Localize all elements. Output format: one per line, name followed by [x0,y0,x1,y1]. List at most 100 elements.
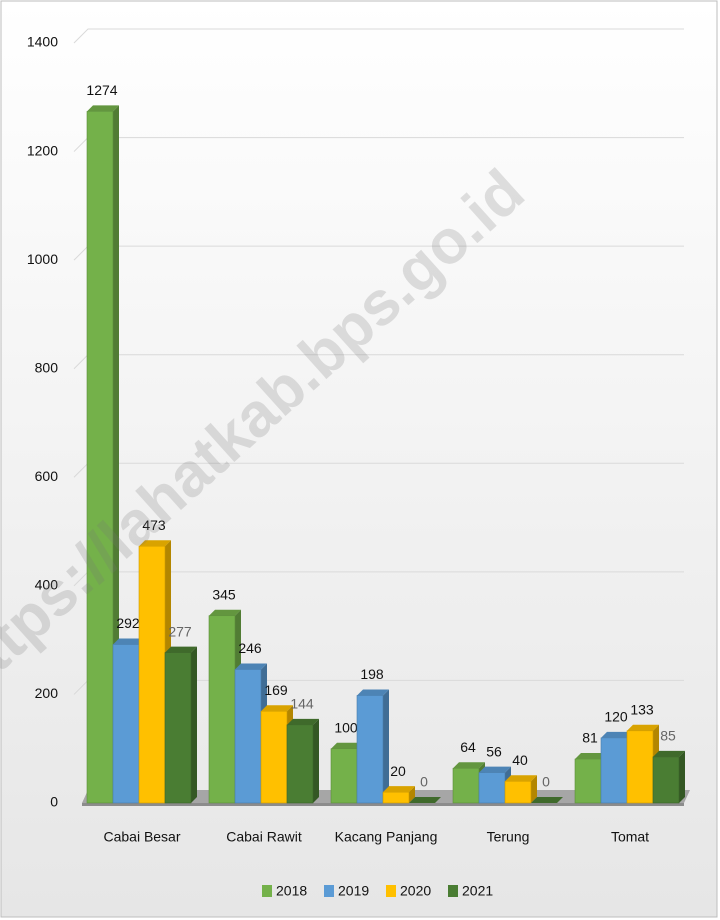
bar-top [575,753,607,760]
value-label: 292 [116,615,140,631]
grid-line [73,28,684,44]
value-label: 1274 [86,82,117,98]
legend-label: 2020 [400,883,431,899]
bar-front [138,545,166,804]
bar-side [679,750,685,803]
bar-side [531,775,537,803]
value-label: 120 [604,709,628,725]
bar-front [600,737,628,804]
bar-top [383,786,415,793]
bar-top [627,724,659,731]
x-tick-label: Tomat [611,829,649,845]
value-label: 85 [660,728,676,744]
value-label: 81 [582,730,598,746]
bar [652,750,685,804]
bar-front [452,767,480,804]
bar-top [261,705,293,712]
bar-top [165,646,197,653]
bar [234,663,267,804]
legend-swatch [448,885,458,897]
value-label: 246 [238,640,262,656]
bar-side [409,786,415,803]
y-tick-label: 1000 [27,251,58,267]
bar-top [357,689,389,696]
legend-swatch [386,885,396,897]
value-label: 144 [290,696,314,712]
bar-front [234,669,262,804]
x-tick-label: Cabai Rawit [226,829,302,845]
value-label: 345 [212,586,236,602]
bar [356,689,389,804]
bar-side [313,718,319,803]
y-tick-label: 0 [50,794,58,810]
bar [86,105,119,804]
bar-front [260,710,288,804]
legend-label: 2019 [338,883,369,899]
bar-top [235,663,267,670]
bar-top [139,540,171,547]
bar-top [479,766,511,773]
y-tick-label: 1400 [27,34,58,50]
bar-top [87,105,119,112]
x-tick-label: Kacang Panjang [335,829,438,845]
bar-top [287,718,319,725]
bar-front [86,111,114,804]
bar [409,797,441,803]
bar-front [112,644,140,804]
bar-side [383,689,389,803]
bar [286,718,319,804]
value-label: 473 [142,517,166,533]
bar-front [478,772,506,804]
value-label: 198 [360,666,384,682]
bar-front [356,695,384,804]
bar-top [331,742,363,749]
legend-swatch [324,885,334,897]
bar-front [286,724,314,804]
value-label: 133 [630,702,654,718]
y-tick-label: 800 [35,359,59,375]
bar-top [453,762,485,769]
legend-label: 2021 [462,883,493,899]
bar-side [113,105,119,803]
value-label: 40 [512,752,528,768]
value-label: 100 [334,719,358,735]
legend-swatch [262,885,272,897]
bar-front [574,758,602,804]
bar [164,646,197,804]
bar-top [113,638,145,645]
floor-edge [82,803,684,806]
bar-side [191,646,197,803]
value-label: 277 [168,623,192,639]
value-label: 56 [486,743,502,759]
bar-top [531,797,563,803]
y-tick-label: 1200 [27,142,58,158]
value-label: 0 [542,774,550,790]
bar-top [601,731,633,738]
bar-front [626,730,654,804]
bar [382,786,415,804]
bar-top [505,775,537,782]
y-tick-label: 200 [35,685,59,701]
value-label: 169 [264,682,288,698]
bar [504,775,537,804]
x-tick-label: Cabai Besar [103,829,180,845]
y-tick-label: 600 [35,468,59,484]
bar-top [653,750,685,757]
bar-front [504,780,532,804]
x-tick-label: Terung [487,829,530,845]
bar-top [409,797,441,803]
bar-front [382,791,410,804]
value-label: 64 [460,739,476,755]
value-label: 0 [420,774,428,790]
legend-label: 2018 [276,883,307,899]
bar-front [330,748,358,804]
bar [531,797,563,803]
bar-front [208,615,236,804]
bar-top [209,609,241,616]
bar [452,762,485,804]
value-label: 20 [390,763,406,779]
y-tick-label: 400 [35,577,59,593]
bar-front [164,652,192,804]
bar-front [652,756,680,804]
